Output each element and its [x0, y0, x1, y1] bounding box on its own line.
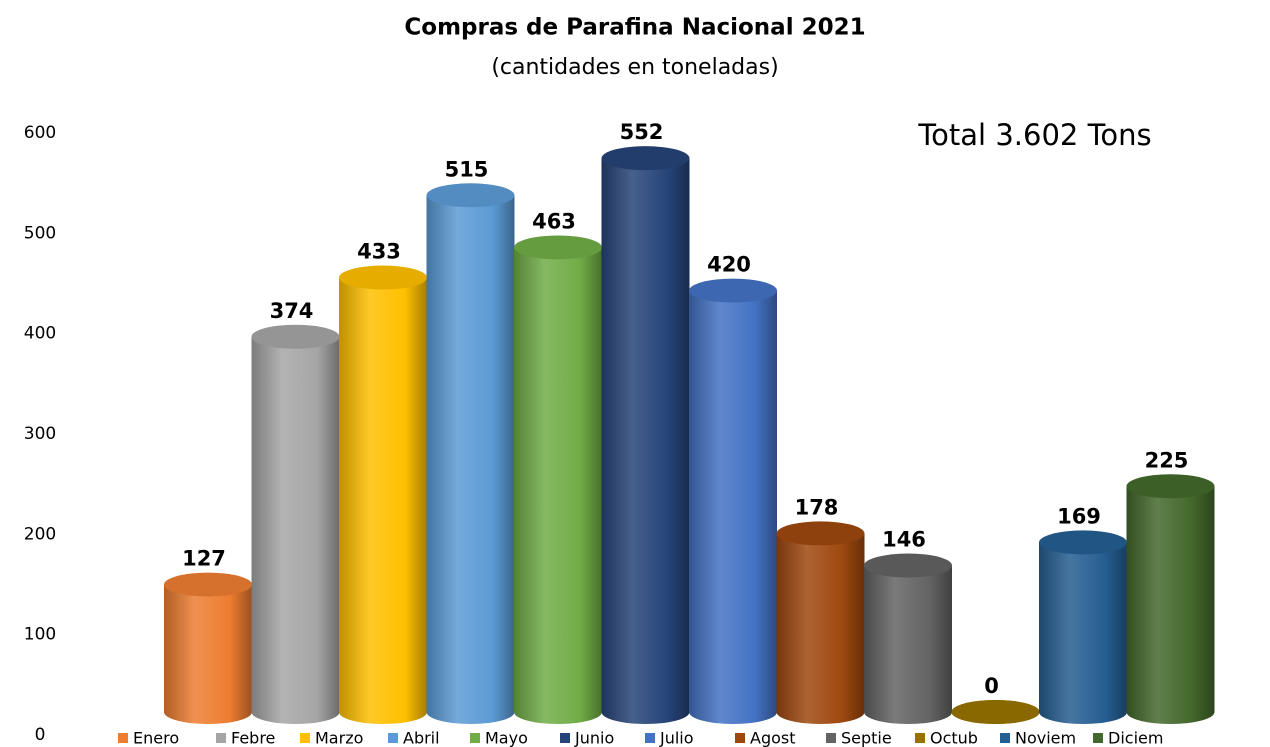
annotation: Total 3.602 Tons: [917, 118, 1151, 152]
bar-body: [1039, 542, 1127, 712]
y-tick-label: 400: [24, 324, 56, 344]
bar: [864, 553, 952, 724]
legend-swatch: [560, 733, 570, 743]
bar-top: [164, 572, 252, 597]
legend-label: Octub: [930, 729, 978, 747]
bar: [776, 521, 865, 724]
chart-title: Compras de Parafina Nacional 2021: [404, 15, 865, 41]
legend-label: Noviem: [1015, 729, 1076, 747]
legend-swatch: [216, 733, 226, 743]
bar-body: [689, 290, 777, 712]
bar: [601, 146, 690, 724]
value-label: 515: [445, 157, 489, 181]
legend-label: Febre: [231, 729, 275, 747]
bar-top: [776, 521, 865, 546]
value-label: 374: [270, 299, 314, 323]
value-label: 178: [795, 495, 839, 519]
legend-label: Agost: [750, 729, 796, 747]
y-tick-label: 100: [24, 625, 56, 645]
bar: [1039, 530, 1127, 724]
chart-subtitle: (cantidades en toneladas): [491, 55, 778, 80]
legend-label: Septie: [841, 729, 892, 747]
y-tick-label: 0: [35, 725, 46, 745]
value-label: 225: [1145, 448, 1189, 472]
value-label: 169: [1057, 504, 1101, 528]
legend-swatch: [645, 733, 655, 743]
value-label: 0: [984, 674, 999, 698]
bar: [251, 324, 340, 724]
bar: [689, 278, 777, 724]
bar: [426, 183, 515, 724]
bar-top: [426, 183, 515, 208]
bar: [339, 265, 427, 724]
legend-label: Mayo: [485, 729, 528, 747]
value-label: 420: [707, 253, 751, 277]
bar-top: [864, 553, 952, 578]
legend-label: Junio: [574, 729, 614, 747]
value-label: 127: [182, 547, 226, 571]
bar-body: [164, 584, 252, 712]
bar-top: [514, 235, 602, 260]
bar: [514, 235, 602, 724]
bar-top: [951, 700, 1040, 724]
value-label: 433: [357, 240, 401, 264]
legend-swatch: [118, 733, 128, 743]
legend-swatch: [826, 733, 836, 743]
y-tick-label: 300: [24, 424, 56, 444]
value-label: 463: [532, 209, 576, 233]
bar-body: [339, 277, 427, 712]
value-label: 552: [620, 120, 664, 144]
legend-label: Marzo: [315, 729, 363, 747]
y-tick-label: 600: [24, 123, 56, 143]
legend-label: Diciem: [1108, 729, 1163, 747]
y-tick-label: 200: [24, 524, 56, 544]
legend-label: Julio: [659, 729, 694, 747]
bar-top: [601, 146, 690, 171]
bar-body: [776, 533, 865, 712]
bar-body: [1126, 486, 1215, 712]
bar-body: [601, 158, 690, 712]
legend-swatch: [735, 733, 745, 743]
bar: [1126, 474, 1215, 724]
bar-body: [864, 565, 952, 712]
legend-swatch: [300, 733, 310, 743]
bar: [164, 572, 252, 724]
legend-swatch: [915, 733, 925, 743]
y-tick-label: 500: [24, 223, 56, 243]
bar-body: [426, 195, 515, 713]
bar-top: [1126, 474, 1215, 499]
value-label: 146: [882, 528, 926, 552]
bar-top: [251, 324, 340, 349]
bar-top: [689, 278, 777, 303]
legend-swatch: [470, 733, 480, 743]
bar-body: [514, 247, 602, 712]
bar-top: [339, 265, 427, 290]
legend-swatch: [1093, 733, 1103, 743]
bar-top: [1039, 530, 1127, 555]
legend-swatch: [388, 733, 398, 743]
legend-swatch: [1000, 733, 1010, 743]
legend-label: Enero: [133, 729, 179, 747]
bar-body: [251, 336, 340, 712]
legend-label: Abril: [403, 729, 440, 747]
bar: [951, 700, 1040, 724]
